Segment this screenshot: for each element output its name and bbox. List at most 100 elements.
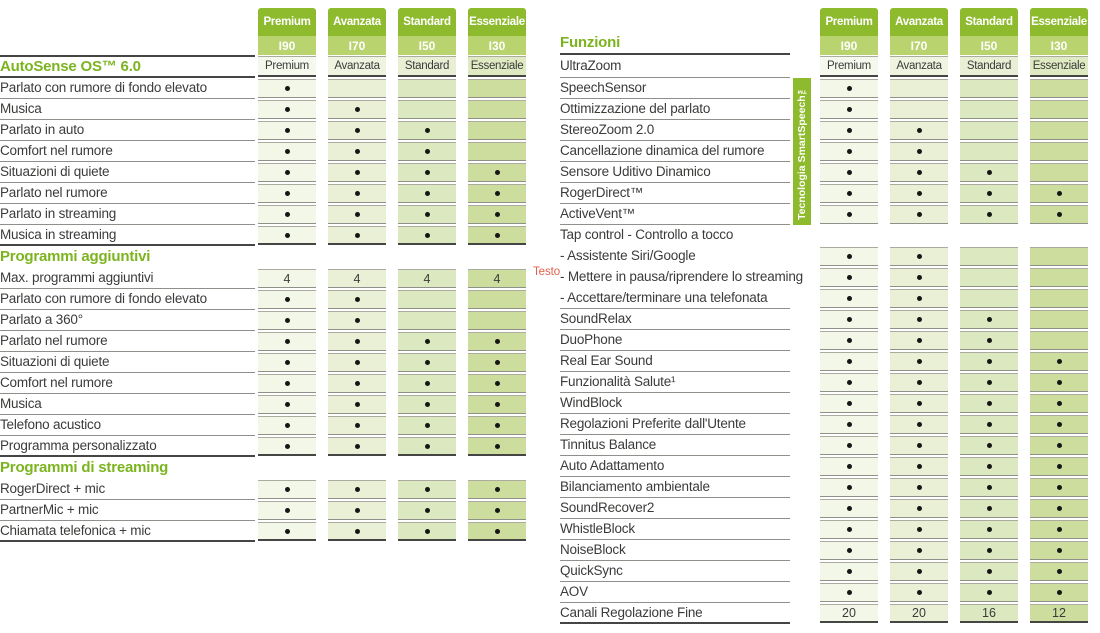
feature-label: - Assistente Siri/Google bbox=[560, 248, 696, 263]
feature-cell bbox=[398, 353, 456, 372]
feature-label: Parlato nel rumore bbox=[0, 331, 255, 352]
feature-label: Musica in streaming bbox=[0, 225, 255, 246]
feature-cell bbox=[820, 310, 878, 329]
feature-cell: 20 bbox=[820, 604, 878, 623]
feature-cell bbox=[890, 583, 948, 602]
feature-cell bbox=[820, 205, 878, 224]
feature-cell: 4 bbox=[328, 269, 386, 288]
feature-cell bbox=[328, 332, 386, 351]
dot-icon bbox=[846, 569, 852, 574]
feature-cell bbox=[328, 374, 386, 393]
feature-cell bbox=[398, 311, 456, 330]
table-row: Chiamata telefonica + mic bbox=[0, 521, 538, 542]
feature-cell bbox=[258, 395, 316, 414]
dot-icon bbox=[1056, 506, 1062, 511]
feature-label: Ottimizzazione del parlato bbox=[560, 99, 790, 120]
dot-icon bbox=[354, 149, 360, 154]
tier-name: Essenziale bbox=[1030, 8, 1088, 36]
table-row: Cancellazione dinamica del rumore bbox=[560, 141, 1100, 162]
dot-icon bbox=[284, 381, 290, 386]
feature-label: Parlato a 360° bbox=[0, 310, 255, 331]
dot-icon bbox=[494, 381, 500, 386]
feature-cell bbox=[820, 247, 878, 266]
feature-label: DuoPhone bbox=[560, 330, 790, 351]
feature-cell bbox=[468, 79, 526, 98]
dot-icon bbox=[424, 508, 430, 513]
feature-cell bbox=[960, 394, 1018, 413]
feature-cell bbox=[1030, 310, 1088, 329]
tier-header-row: Premium I90 Avanzata I70 Standard I50 Essenzia… bbox=[0, 8, 538, 55]
feature-label: AOV bbox=[560, 582, 790, 603]
feature-cell bbox=[820, 163, 878, 182]
dot-icon bbox=[284, 232, 290, 238]
dot-icon bbox=[846, 170, 852, 175]
dot-icon bbox=[424, 339, 430, 344]
feature-cell bbox=[328, 290, 386, 309]
feature-cell bbox=[820, 520, 878, 539]
tier-name: Standard bbox=[960, 8, 1018, 36]
dot-icon bbox=[284, 170, 290, 175]
feature-cell bbox=[328, 100, 386, 119]
dot-icon bbox=[424, 149, 430, 154]
dot-icon bbox=[986, 464, 992, 469]
feature-cell bbox=[820, 583, 878, 602]
feature-cell: 20 bbox=[890, 604, 948, 623]
tier-name-cell: Premium bbox=[258, 56, 316, 77]
feature-cell bbox=[890, 436, 948, 455]
feature-cell bbox=[960, 583, 1018, 602]
feature-cell bbox=[890, 331, 948, 350]
feature-cell bbox=[890, 499, 948, 518]
feature-cell bbox=[258, 353, 316, 372]
table-row: SoundRelax bbox=[560, 309, 1100, 330]
dot-icon bbox=[916, 317, 922, 322]
table-row: Programmi di streaming bbox=[0, 457, 538, 479]
feature-cell bbox=[1030, 583, 1088, 602]
dot-icon bbox=[1056, 191, 1062, 196]
tier-header-avanzata: Avanzata I70 bbox=[890, 8, 948, 55]
tier-name: Standard bbox=[398, 8, 456, 36]
dot-icon bbox=[354, 339, 360, 344]
tier-header-standard: Standard I50 bbox=[960, 8, 1018, 55]
dot-icon bbox=[494, 191, 500, 196]
feature-cell bbox=[890, 478, 948, 497]
feature-label: PartnerMic + mic bbox=[0, 500, 255, 521]
feature-cell bbox=[960, 562, 1018, 581]
feature-cell bbox=[398, 100, 456, 119]
tier-name: Essenziale bbox=[1032, 60, 1086, 72]
feature-label: WhistleBlock bbox=[560, 519, 790, 540]
dot-icon bbox=[284, 191, 290, 196]
value-text: 4 bbox=[493, 271, 501, 286]
table-row: Parlato in auto bbox=[0, 120, 538, 141]
feature-cell bbox=[960, 457, 1018, 476]
table-title-cell: Funzioni bbox=[560, 8, 790, 55]
feature-cell bbox=[258, 374, 316, 393]
tier-name-cell: Standard bbox=[960, 56, 1018, 77]
table-row: StereoZoom 2.0 bbox=[560, 120, 1100, 141]
feature-label: Regolazioni Preferite dall'Utente bbox=[560, 414, 790, 435]
feature-cell bbox=[328, 205, 386, 224]
dot-icon bbox=[1056, 212, 1062, 217]
feature-label: StereoZoom 2.0 bbox=[560, 120, 790, 141]
section-title: Programmi aggiuntivi bbox=[0, 248, 151, 265]
feature-cell bbox=[1030, 436, 1088, 455]
feature-cell bbox=[960, 520, 1018, 539]
feature-cell bbox=[1030, 457, 1088, 476]
dot-icon bbox=[846, 149, 852, 154]
feature-cell bbox=[960, 436, 1018, 455]
dot-icon bbox=[424, 191, 430, 196]
feature-cell bbox=[328, 353, 386, 372]
feature-label: Canali Regolazione Fine bbox=[560, 603, 790, 624]
feature-cell bbox=[468, 226, 526, 245]
table-row: Parlato nel rumore bbox=[0, 183, 538, 204]
tier-model: I90 bbox=[820, 36, 878, 55]
feature-cell bbox=[1030, 541, 1088, 560]
feature-cell bbox=[258, 416, 316, 435]
feature-cell bbox=[1030, 268, 1088, 287]
feature-cell bbox=[890, 520, 948, 539]
feature-cell: 4 bbox=[258, 269, 316, 288]
feature-label: - Mettere in pausa/riprendere lo streami… bbox=[560, 269, 803, 284]
table-row: - Accettare/terminare una telefonata bbox=[560, 288, 1100, 309]
feature-cell bbox=[468, 437, 526, 456]
table-row: Bilanciamento ambientale bbox=[560, 477, 1100, 498]
